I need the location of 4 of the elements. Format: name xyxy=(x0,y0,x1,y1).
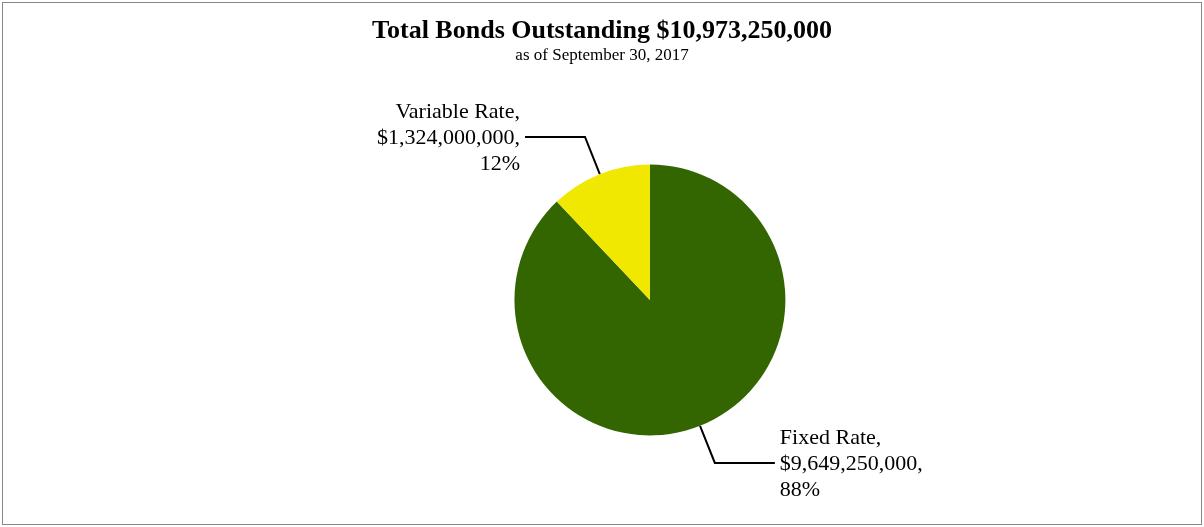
slice-label: Fixed Rate, $9,649,250,000, 88% xyxy=(779,424,923,502)
chart-title: Total Bonds Outstanding $10,973,250,000 xyxy=(372,14,832,44)
chart-subtitle: as of September 30, 2017 xyxy=(515,45,690,64)
slice-label: Variable Rate, $1,324,000,000, 12% xyxy=(376,98,520,176)
